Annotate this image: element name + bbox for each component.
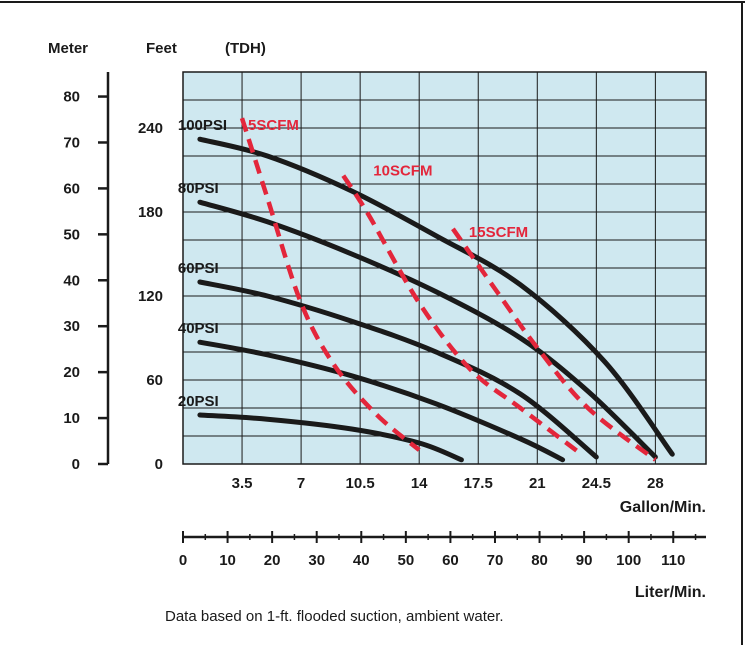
air-label: 5SCFM	[248, 117, 299, 134]
liter-tick-label: 100	[616, 552, 641, 569]
liter-tick-label: 60	[442, 552, 459, 569]
pressure-label: 60PSI	[178, 260, 219, 277]
meter-axis: 80 70 60 50 40 30 20 10 0	[63, 89, 108, 473]
pressure-curves	[197, 136, 675, 463]
liter-tick-label: 110	[661, 552, 685, 569]
liter-tick-label: 10	[219, 552, 236, 569]
pressure-label: 80PSI	[178, 180, 219, 197]
plot-border	[182, 71, 707, 465]
meter-tick-label: 70	[63, 134, 80, 151]
liter-tick-label: 40	[353, 552, 370, 569]
gallon-tick-label: 21	[529, 475, 546, 492]
meter-tick-label: 80	[63, 89, 80, 106]
pressure-curve-80psi	[197, 199, 658, 460]
feet-tick-label: 0	[155, 456, 163, 473]
feet-header: Feet	[146, 40, 177, 57]
pressure-label: 20PSI	[178, 393, 219, 410]
feet-tick-label: 60	[146, 372, 163, 389]
pressure-curve-20psi	[197, 412, 464, 463]
liter-tick-label: 50	[397, 552, 414, 569]
gallon-tick-label: 10.5	[346, 475, 375, 492]
liter-tick-label: 20	[264, 552, 281, 569]
air-curve-15scfm	[451, 227, 657, 462]
air-curves	[239, 117, 657, 462]
meter-tick-label: 20	[63, 364, 80, 381]
meter-tick-label: 0	[72, 456, 80, 473]
meter-tick-label: 40	[63, 272, 80, 289]
feet-axis: 240 180 120 60 0	[138, 120, 163, 473]
liter-axis-label: Liter/Min.	[635, 584, 706, 601]
tdh-header: (TDH)	[225, 40, 266, 57]
gallon-tick-label: 14	[411, 475, 428, 492]
air-label: 10SCFM	[373, 163, 432, 180]
gallon-axis: 3.5 7 10.5 14 17.5 21 24.5 28	[232, 475, 664, 492]
footnote: Data based on 1-ft. flooded suction, amb…	[165, 608, 504, 625]
gallon-tick-label: 28	[647, 475, 664, 492]
meter-tick-label: 10	[63, 410, 80, 427]
feet-tick-label: 120	[138, 288, 163, 305]
liter-tick-label: 90	[576, 552, 593, 569]
pressure-label: 100PSI	[178, 117, 227, 134]
gallon-tick-label: 24.5	[582, 475, 611, 492]
liter-axis: 0 10 20 30 40 50 60 70 80 90 100 110	[179, 531, 697, 569]
air-curve-5scfm	[239, 117, 421, 452]
air-curve-10scfm	[341, 174, 581, 455]
meter-header: Meter	[48, 40, 88, 57]
gallon-tick-label: 7	[297, 475, 305, 492]
air-label: 15SCFM	[469, 224, 528, 241]
pressure-label: 40PSI	[178, 320, 219, 337]
meter-tick-label: 60	[63, 180, 80, 197]
pressure-curve-100psi	[197, 136, 675, 457]
liter-tick-label: 80	[531, 552, 548, 569]
liter-tick-label: 30	[308, 552, 325, 569]
liter-tick-label: 70	[487, 552, 504, 569]
meter-tick-label: 50	[63, 226, 80, 243]
feet-tick-label: 240	[138, 120, 163, 137]
pressure-curve-40psi	[197, 339, 566, 463]
meter-tick-label: 30	[63, 318, 80, 335]
feet-tick-label: 180	[138, 204, 163, 221]
liter-tick-label: 0	[179, 552, 187, 569]
series-labels: 100PSI 80PSI 60PSI 40PSI 20PSI 5SCFM 10SCFM 15S…	[178, 117, 528, 410]
gallon-tick-label: 3.5	[232, 475, 253, 492]
pressure-curve-60psi	[197, 279, 599, 460]
gallon-axis-label: Gallon/Min.	[620, 499, 706, 516]
gallon-tick-label: 17.5	[464, 475, 493, 492]
